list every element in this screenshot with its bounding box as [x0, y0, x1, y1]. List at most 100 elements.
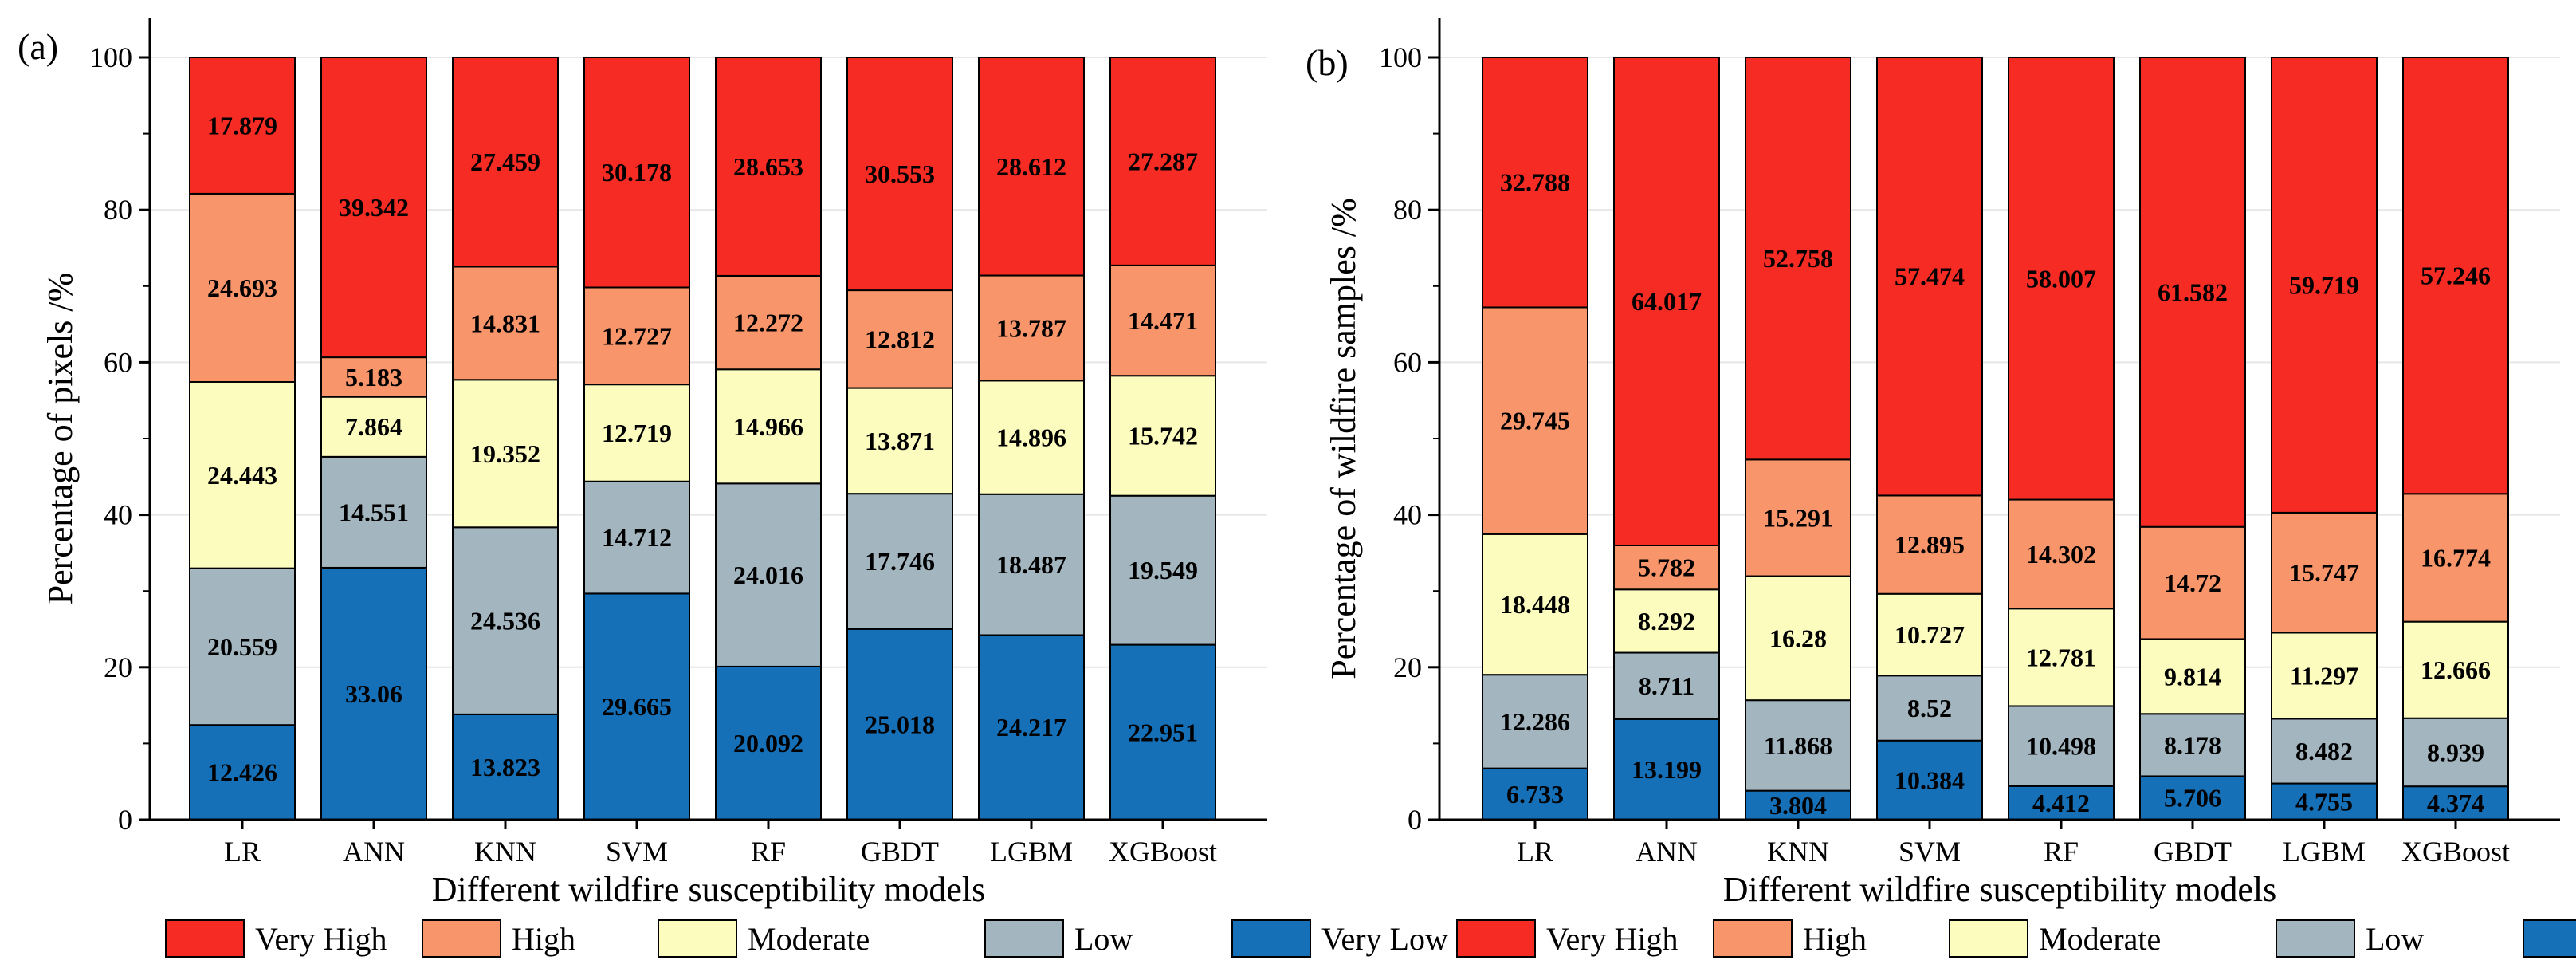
data-label: 11.297 — [2290, 661, 2358, 690]
bar-segment — [2008, 608, 2115, 707]
data-label: 8.711 — [1639, 671, 1694, 700]
data-label: 17.746 — [865, 547, 935, 576]
data-label: 12.727 — [602, 321, 672, 350]
data-label: 22.951 — [1128, 718, 1198, 746]
bar-segment — [189, 567, 296, 726]
x-tick-label: GBDT — [861, 836, 939, 868]
data-label: 14.551 — [339, 498, 409, 526]
data-label: 16.774 — [2421, 543, 2491, 572]
bar-segment — [1876, 57, 1983, 497]
bar-segment — [583, 286, 690, 386]
y-tick-label: 40 — [1393, 499, 1422, 531]
bar-segment — [715, 274, 822, 371]
data-label: 13.199 — [1632, 755, 1702, 784]
legend-label: Very High — [1546, 921, 1679, 957]
data-label: 33.06 — [345, 679, 402, 708]
bar-segment — [2139, 775, 2246, 821]
data-label: 8.292 — [1638, 607, 1695, 636]
data-label: 30.553 — [865, 159, 935, 188]
data-label: 24.443 — [207, 461, 277, 490]
bar-segment — [1745, 56, 1852, 461]
data-label: 17.879 — [207, 111, 277, 140]
bar-segment — [1613, 588, 1720, 654]
y-axis-title: Percentage of wildfire samples /% — [1324, 198, 1363, 679]
data-label: 15.747 — [2289, 558, 2359, 587]
data-label: 12.272 — [733, 309, 803, 337]
bar-segment — [452, 379, 559, 529]
bar-segment — [715, 57, 822, 277]
bar-segment — [1109, 264, 1216, 377]
bar-segment — [2008, 705, 2115, 787]
data-label: 4.755 — [2295, 787, 2353, 816]
bar-segment — [978, 274, 1085, 382]
data-label: 57.474 — [1895, 262, 1965, 291]
bar-segment — [1876, 592, 1983, 677]
data-label: 24.217 — [996, 713, 1066, 742]
data-label: 12.286 — [1500, 707, 1570, 736]
bar-segment — [2008, 498, 2115, 610]
bar-segment — [2271, 511, 2378, 634]
y-tick-label: 20 — [104, 651, 132, 683]
bar-segment — [583, 56, 690, 289]
data-label: 12.666 — [2421, 655, 2491, 684]
legend-swatch — [1949, 919, 2028, 958]
bar-segment — [2271, 632, 2378, 720]
bar-segment — [583, 592, 690, 821]
data-label: 12.781 — [2026, 643, 2096, 671]
data-label: 27.459 — [470, 148, 540, 176]
bar-segment — [2139, 525, 2246, 640]
legend-label: High — [1803, 921, 1867, 957]
bar-segment — [1613, 544, 1720, 591]
bar-segment — [1745, 458, 1852, 577]
data-label: 14.72 — [2164, 569, 2221, 597]
data-label: 24.693 — [207, 274, 277, 302]
bar-segment — [715, 665, 822, 821]
legend-swatch — [984, 919, 1064, 958]
data-label: 14.471 — [1128, 306, 1198, 335]
legend-swatch — [1713, 919, 1793, 958]
data-label: 19.352 — [470, 439, 540, 468]
legend-label: Very Low — [1321, 921, 1448, 957]
legend-label: Very High — [255, 921, 387, 957]
legend-label: High — [512, 921, 575, 957]
bar-segment — [452, 526, 559, 715]
data-label: 5.183 — [345, 363, 402, 392]
bar-segment — [2402, 493, 2509, 623]
x-tick-label: ANN — [343, 836, 405, 868]
data-label: 24.016 — [733, 561, 803, 589]
data-label: 29.745 — [1500, 407, 1570, 435]
x-tick-label: KNN — [474, 836, 536, 868]
data-label: 16.28 — [1769, 624, 1827, 652]
data-label: 13.871 — [865, 427, 935, 455]
bar-segment — [452, 56, 559, 268]
data-label: 6.733 — [1506, 780, 1564, 809]
bar-segment — [1613, 718, 1720, 821]
bar-segment — [2402, 57, 2509, 495]
data-label: 11.868 — [1764, 731, 1832, 760]
bar-segment — [320, 455, 427, 569]
data-label: 10.384 — [1895, 765, 1965, 794]
y-axis-title: Percentage of pixels /% — [41, 273, 80, 605]
y-tick-label: 100 — [89, 41, 132, 73]
bar-segment — [320, 396, 427, 458]
data-label: 57.246 — [2421, 262, 2491, 290]
data-label: 13.823 — [470, 753, 540, 781]
bar-segment — [1109, 57, 1216, 266]
bar-segment — [715, 368, 822, 485]
data-label: 28.653 — [733, 152, 803, 181]
data-label: 18.448 — [1500, 590, 1570, 619]
data-label: 12.719 — [602, 419, 672, 447]
data-label: 4.374 — [2427, 789, 2484, 817]
data-label: 8.482 — [2295, 737, 2353, 765]
y-tick-label: 40 — [104, 499, 132, 531]
y-tick-label: 60 — [1393, 346, 1422, 378]
data-label: 10.727 — [1895, 620, 1965, 649]
data-label: 25.018 — [865, 710, 935, 738]
legend-label: Moderate — [748, 921, 870, 957]
data-label: 18.487 — [996, 550, 1066, 579]
y-tick-label: 100 — [1379, 41, 1422, 73]
x-tick-label: KNN — [1767, 836, 1829, 868]
bar-segment — [2271, 782, 2378, 821]
bar-segment — [1745, 575, 1852, 702]
data-label: 13.787 — [996, 313, 1066, 342]
